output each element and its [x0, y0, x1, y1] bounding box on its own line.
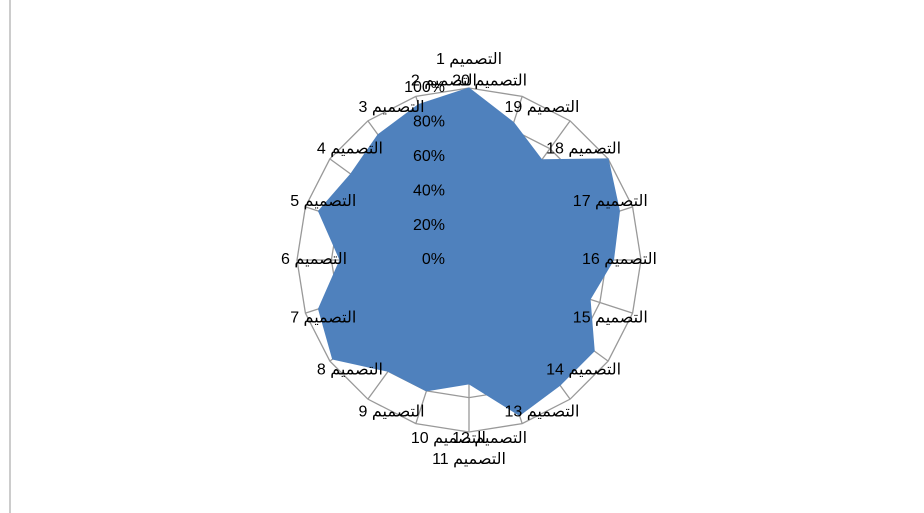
- r-tick-label: 60%: [413, 148, 445, 165]
- category-label: التصميم 4: [317, 141, 383, 158]
- category-label: التصميم 3: [358, 99, 424, 116]
- category-label: التصميم 8: [317, 362, 383, 379]
- category-label: التصميم 16: [582, 251, 657, 268]
- category-label: التصميم 11: [432, 451, 506, 468]
- category-label: التصميم 18: [546, 141, 621, 158]
- category-label: التصميم 5: [290, 193, 356, 210]
- category-label: التصميم 9: [358, 403, 424, 420]
- category-label: التصميم 14: [546, 362, 621, 379]
- r-tick-label: 80%: [413, 114, 445, 131]
- category-label: التصميم 12: [452, 430, 527, 447]
- category-label: التصميم 13: [505, 403, 580, 420]
- category-label: التصميم 2: [411, 72, 477, 89]
- category-label: التصميم 10: [411, 430, 486, 447]
- r-tick-label: 100%: [404, 79, 445, 96]
- radar-area: [317, 87, 621, 417]
- r-tick-label: 20%: [413, 217, 445, 234]
- category-label: التصميم 6: [281, 251, 347, 268]
- category-label: التصميم 19: [505, 99, 580, 116]
- category-label: التصميم 7: [290, 309, 356, 326]
- category-label: التصميم 20: [452, 72, 527, 89]
- category-label: التصميم 15: [573, 309, 648, 326]
- r-tick-label: 0%: [422, 251, 445, 268]
- category-label: التصميم 17: [573, 193, 648, 210]
- category-label: التصميم 1: [436, 51, 502, 68]
- r-tick-label: 40%: [413, 182, 445, 199]
